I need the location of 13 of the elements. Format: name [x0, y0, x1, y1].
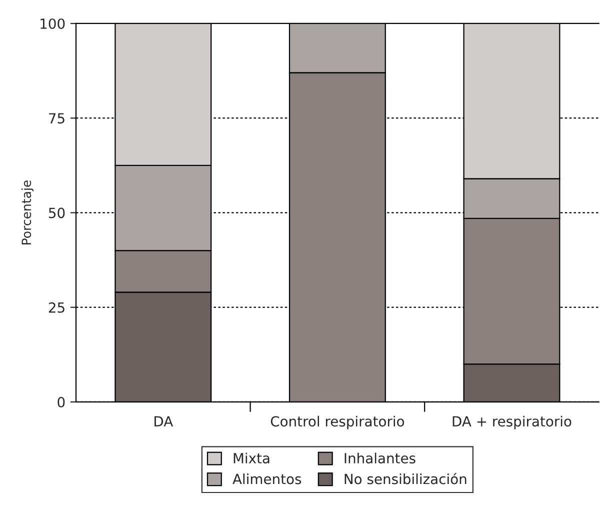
x-tick-label: DA + respiratorio	[452, 416, 572, 430]
y-tick-label: 50	[48, 208, 65, 218]
y-tick-label: 100	[40, 18, 65, 29]
y-tick-label: 25	[48, 302, 64, 313]
x-tick-label: Control respiratorio	[270, 416, 404, 430]
y-tick-label: 75	[49, 113, 64, 124]
legend-label: Alimentos	[232, 474, 302, 484]
legend-label: No sensibilización	[344, 472, 466, 484]
legend-label: Inhalantes	[344, 452, 416, 464]
y-tick-label: 0	[58, 396, 65, 408]
legend-label: Mixta	[234, 452, 270, 464]
y-axis-title: Porcentaje	[21, 180, 34, 244]
x-tick-label: DA	[154, 416, 174, 426]
